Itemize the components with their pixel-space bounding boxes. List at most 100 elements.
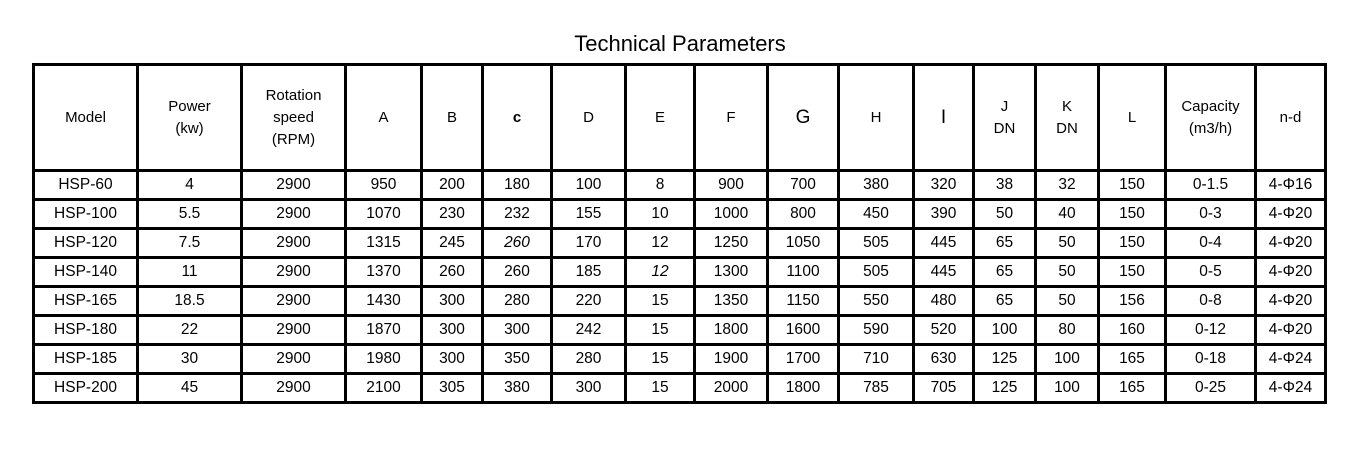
table-cell: 18.5 — [136, 285, 243, 317]
column-header: B — [420, 63, 484, 172]
table-cell: 1600 — [766, 314, 840, 346]
table-cell: 2900 — [240, 372, 347, 404]
table-cell: 4-Φ20 — [1254, 314, 1327, 346]
table-cell: 280 — [550, 343, 627, 375]
table-cell: 900 — [693, 169, 769, 201]
column-header-line: E — [654, 108, 665, 126]
table-cell: 0-18 — [1164, 343, 1257, 375]
table-cell: 4-Φ20 — [1254, 285, 1327, 317]
table-cell: 1315 — [344, 227, 423, 259]
table-cell: 300 — [420, 285, 484, 317]
table-cell: 1430 — [344, 285, 423, 317]
column-header: L — [1097, 63, 1167, 172]
table-cell: 950 — [344, 169, 423, 201]
table-cell: 2000 — [693, 372, 769, 404]
column-header: Power (kw) — [136, 63, 243, 172]
table-cell: 180 — [481, 169, 553, 201]
table-cell: 305 — [420, 372, 484, 404]
table-cell: 220 — [550, 285, 627, 317]
column-header: H — [837, 63, 915, 172]
table-cell: 0-25 — [1164, 372, 1257, 404]
column-header-line: J — [1000, 97, 1009, 115]
table-cell: 40 — [1034, 198, 1100, 230]
table-cell: 15 — [624, 372, 696, 404]
table-cell: 50 — [1034, 227, 1100, 259]
table-cell: 5.5 — [136, 198, 243, 230]
table-cell: 2900 — [240, 256, 347, 288]
table-cell: 2100 — [344, 372, 423, 404]
table-cell: 150 — [1097, 256, 1167, 288]
table-cell: 30 — [136, 343, 243, 375]
table-cell: 350 — [481, 343, 553, 375]
table-cell: 1300 — [693, 256, 769, 288]
table-row: HSP-200 45 2900 2100 305 380 300 15 2000 1800 785 7… — [32, 372, 1327, 404]
table-cell: 785 — [837, 372, 915, 404]
table-cell: 200 — [420, 169, 484, 201]
table-cell: 125 — [972, 343, 1037, 375]
table-cell: 705 — [912, 372, 975, 404]
column-header: Capacity (m3/h) — [1164, 63, 1257, 172]
table-cell: 100 — [550, 169, 627, 201]
table-row: HSP-165 18.5 2900 1430 300 280 220 15 1350 1150 55… — [32, 285, 1327, 317]
column-header-line: K — [1061, 97, 1072, 115]
table-cell: 1870 — [344, 314, 423, 346]
table-cell: 4-Φ24 — [1254, 372, 1327, 404]
table-cell: 300 — [420, 314, 484, 346]
table-cell: 445 — [912, 227, 975, 259]
table-cell: 1050 — [766, 227, 840, 259]
table-cell: 1800 — [693, 314, 769, 346]
table-cell: HSP-200 — [32, 372, 139, 404]
table-cell: 11 — [136, 256, 243, 288]
column-header-line: F — [726, 108, 736, 126]
table-cell: 1900 — [693, 343, 769, 375]
table-cell: 320 — [912, 169, 975, 201]
table-cell: 15 — [624, 314, 696, 346]
column-header: Model — [32, 63, 139, 172]
column-header-line: DN — [993, 119, 1016, 137]
table-cell: 10 — [624, 198, 696, 230]
table-cell: 260 — [420, 256, 484, 288]
column-header-line: (RPM) — [271, 130, 316, 148]
table-cell: HSP-120 — [32, 227, 139, 259]
table-cell: 380 — [837, 169, 915, 201]
table-cell: 7.5 — [136, 227, 243, 259]
table-cell: 590 — [837, 314, 915, 346]
table-cell: 4 — [136, 169, 243, 201]
table-cell: 15 — [624, 343, 696, 375]
column-header-line: B — [446, 108, 457, 126]
table-cell: 0-5 — [1164, 256, 1257, 288]
column-header: c — [481, 63, 553, 172]
table-cell: 2900 — [240, 198, 347, 230]
table-row: HSP-140 11 2900 1370 260 260 185 12 1300 1100 505 4… — [32, 256, 1327, 288]
table-cell: 1370 — [344, 256, 423, 288]
table-cell: HSP-165 — [32, 285, 139, 317]
table-cell: 1000 — [693, 198, 769, 230]
table-cell: 0-12 — [1164, 314, 1257, 346]
table-cell: 65 — [972, 256, 1037, 288]
table-cell: 185 — [550, 256, 627, 288]
table-cell: 165 — [1097, 343, 1167, 375]
column-header-line: speed — [273, 108, 314, 126]
table-cell: HSP-180 — [32, 314, 139, 346]
table-cell: 300 — [420, 343, 484, 375]
table-cell: 150 — [1097, 169, 1167, 201]
table-cell: 450 — [837, 198, 915, 230]
table-cell: 15 — [624, 285, 696, 317]
table-cell: 1800 — [766, 372, 840, 404]
column-header: K DN — [1034, 63, 1100, 172]
table-cell: 242 — [550, 314, 627, 346]
table-row: HSP-100 5.5 2900 1070 230 232 155 10 1000 800 450 3… — [32, 198, 1327, 230]
column-header-line: Rotation — [265, 86, 322, 104]
table-cell: 1070 — [344, 198, 423, 230]
table-cell: 2900 — [240, 169, 347, 201]
column-header: J DN — [972, 63, 1037, 172]
table-cell: 0-1.5 — [1164, 169, 1257, 201]
table-cell: 156 — [1097, 285, 1167, 317]
table-cell: 1150 — [766, 285, 840, 317]
table-cell: 700 — [766, 169, 840, 201]
table-cell: 550 — [837, 285, 915, 317]
table-row: HSP-60 4 2900 950 200 180 100 8 900 700 380 320 38 32… — [32, 169, 1327, 201]
column-header-line: L — [1127, 108, 1137, 126]
table-cell: 4-Φ20 — [1254, 227, 1327, 259]
